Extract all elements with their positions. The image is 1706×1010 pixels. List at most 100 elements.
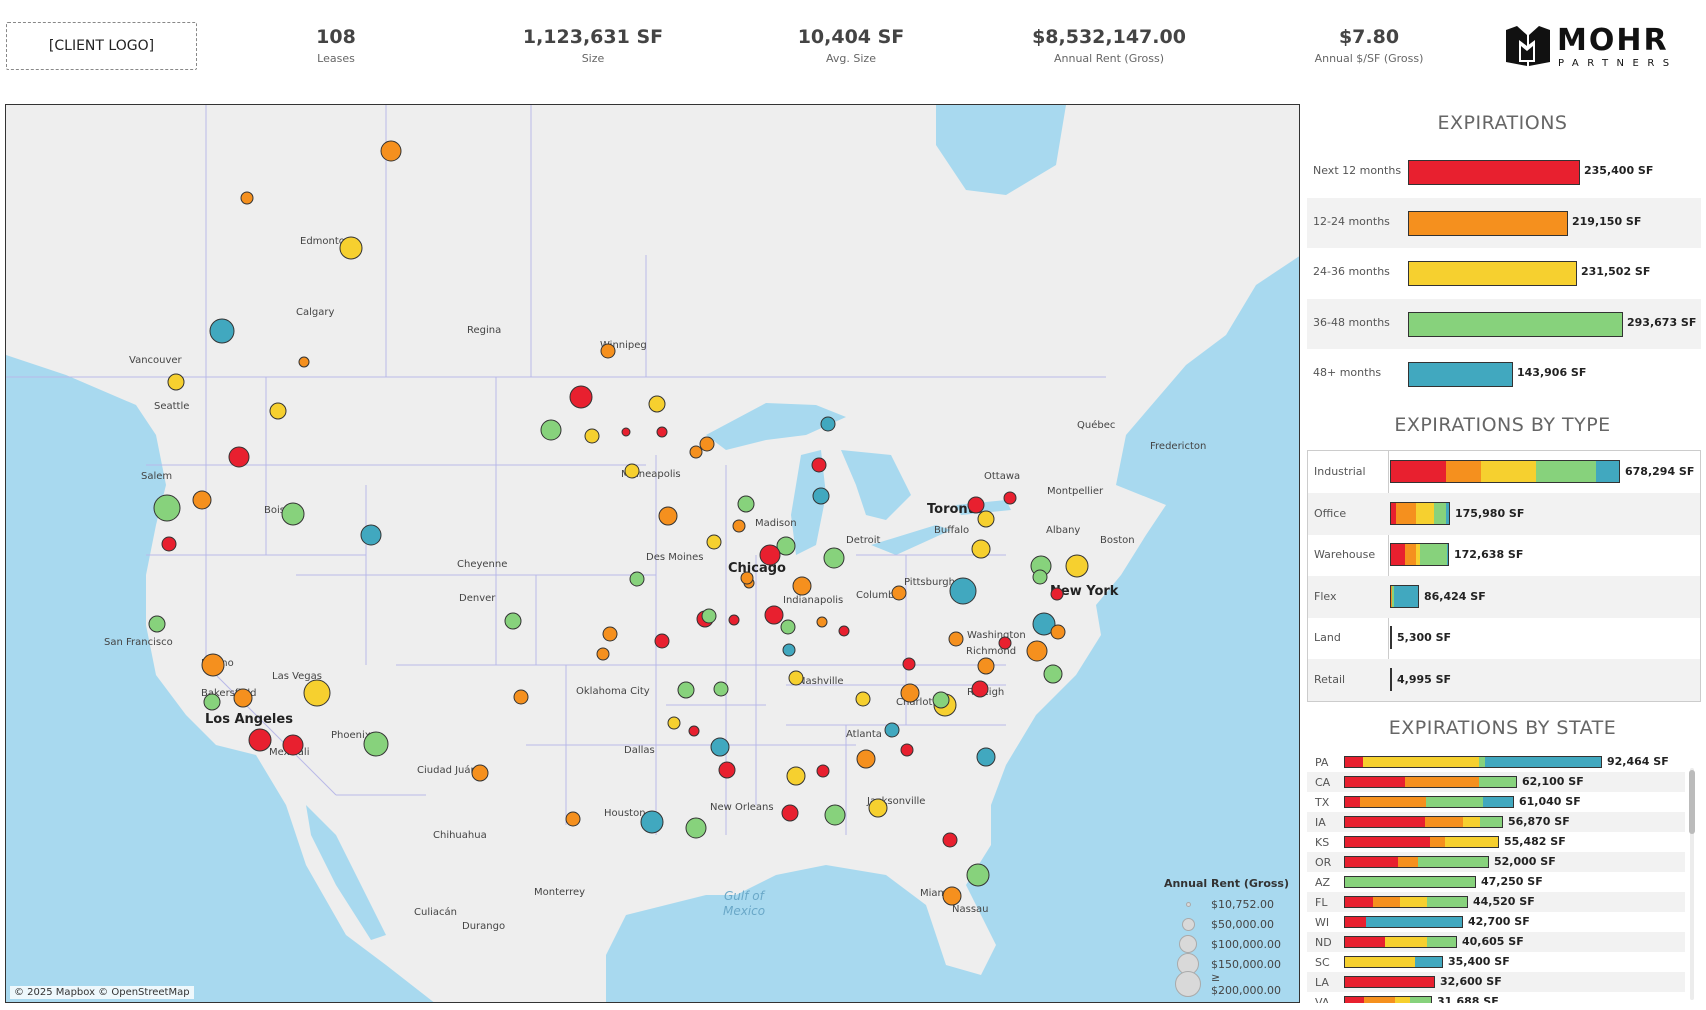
lease-marker[interactable] — [689, 445, 703, 459]
type-row[interactable]: Warehouse 172,638 SF — [1308, 534, 1700, 576]
state-row[interactable]: PA 92,464 SF — [1307, 752, 1685, 772]
type-bar-segment[interactable] — [1394, 585, 1418, 607]
type-bar-segment[interactable] — [1391, 461, 1447, 482]
state-stacked-bar[interactable] — [1344, 856, 1489, 868]
state-bar-segment[interactable] — [1366, 917, 1462, 927]
state-bar-segment[interactable] — [1345, 777, 1405, 787]
state-row[interactable]: AZ 47,250 SF — [1307, 872, 1685, 892]
lease-marker[interactable] — [942, 832, 958, 848]
lease-marker[interactable] — [812, 487, 830, 505]
state-bar-segment[interactable] — [1426, 937, 1456, 947]
state-row[interactable]: VA 31,688 SF — [1307, 992, 1685, 1003]
state-bar-segment[interactable] — [1362, 757, 1480, 767]
lease-marker[interactable] — [776, 536, 796, 556]
lease-marker[interactable] — [855, 691, 871, 707]
lease-marker[interactable] — [737, 495, 755, 513]
lease-marker[interactable] — [811, 457, 827, 473]
map-canvas[interactable]: Edmonton Calgary Regina Winnipeg Vancouv… — [6, 105, 1300, 1003]
state-stacked-bar[interactable] — [1344, 796, 1514, 808]
state-bar-segment[interactable] — [1414, 957, 1442, 967]
lease-marker[interactable] — [824, 804, 846, 826]
state-row[interactable]: ND 40,605 SF — [1307, 932, 1685, 952]
type-bar-segment[interactable] — [1445, 502, 1449, 524]
map-attribution[interactable]: © 2025 Mapbox © OpenStreetMap — [10, 986, 194, 999]
lease-marker[interactable] — [602, 626, 618, 642]
state-bar-segment[interactable] — [1404, 777, 1480, 787]
lease-marker[interactable] — [1032, 612, 1056, 636]
lease-marker[interactable] — [868, 798, 888, 818]
state-stacked-bar[interactable] — [1344, 836, 1499, 848]
state-bar-segment[interactable] — [1427, 897, 1467, 907]
lease-marker[interactable] — [816, 616, 828, 628]
type-row[interactable]: Office 175,980 SF — [1308, 492, 1700, 535]
type-bar-segment[interactable] — [1536, 461, 1597, 482]
type-bar-segment[interactable] — [1416, 502, 1435, 524]
lease-marker[interactable] — [360, 524, 382, 546]
type-stacked-bar[interactable] — [1390, 584, 1419, 608]
lease-marker[interactable] — [471, 764, 489, 782]
type-bar-segment[interactable] — [1391, 585, 1393, 607]
type-bar-segment[interactable] — [1446, 461, 1482, 482]
state-bar-segment[interactable] — [1463, 817, 1480, 827]
lease-marker[interactable] — [728, 614, 740, 626]
expiration-bar[interactable] — [1408, 160, 1580, 185]
lease-marker[interactable] — [203, 693, 221, 711]
state-bar-segment[interactable] — [1345, 997, 1364, 1003]
lease-marker[interactable] — [1043, 664, 1063, 684]
state-stacked-bar[interactable] — [1344, 956, 1443, 968]
lease-marker[interactable] — [718, 761, 736, 779]
expirations-by-state-chart[interactable]: PA 92,464 SF CA 62,100 SF TX 61,040 SF IA 56,87… — [1307, 752, 1701, 1003]
state-bar-segment[interactable] — [1345, 917, 1367, 927]
lease-marker[interactable] — [713, 681, 729, 697]
expiration-bar[interactable] — [1408, 362, 1513, 387]
lease-marker[interactable] — [240, 191, 254, 205]
state-scroll-track[interactable] — [1690, 768, 1694, 1000]
lease-map[interactable]: Edmonton Calgary Regina Winnipeg Vancouv… — [5, 104, 1300, 1003]
state-bar-segment[interactable] — [1345, 797, 1360, 807]
lease-marker[interactable] — [565, 811, 581, 827]
type-bar-segment[interactable] — [1481, 461, 1537, 482]
type-bar-segment[interactable] — [1391, 544, 1405, 566]
state-bar-segment[interactable] — [1345, 937, 1385, 947]
lease-marker[interactable] — [624, 463, 640, 479]
lease-marker[interactable] — [1050, 624, 1066, 640]
state-row[interactable]: WI 42,700 SF — [1307, 912, 1685, 932]
lease-marker[interactable] — [167, 373, 185, 391]
state-bar-segment[interactable] — [1410, 997, 1431, 1003]
lease-marker[interactable] — [209, 318, 235, 344]
lease-marker[interactable] — [701, 608, 717, 624]
lease-marker[interactable] — [1050, 587, 1064, 601]
lease-marker[interactable] — [792, 576, 812, 596]
lease-marker[interactable] — [976, 747, 996, 767]
lease-marker[interactable] — [688, 725, 700, 737]
lease-marker[interactable] — [303, 679, 331, 707]
lease-marker[interactable] — [786, 766, 806, 786]
lease-marker[interactable] — [596, 647, 610, 661]
type-row[interactable]: Flex 86,424 SF — [1308, 575, 1700, 618]
lease-marker[interactable] — [788, 670, 804, 686]
lease-marker[interactable] — [685, 817, 707, 839]
state-bar-segment[interactable] — [1345, 757, 1363, 767]
state-bar-segment[interactable] — [1479, 777, 1516, 787]
lease-marker[interactable] — [942, 886, 962, 906]
lease-marker[interactable] — [966, 863, 990, 887]
type-row[interactable]: Land 5,300 SF — [1308, 617, 1700, 659]
lease-marker[interactable] — [600, 343, 616, 359]
lease-marker[interactable] — [269, 402, 287, 420]
expiration-row[interactable]: 36-48 months 293,673 SF — [1307, 298, 1701, 349]
lease-marker[interactable] — [654, 633, 670, 649]
type-bar-segment[interactable] — [1392, 585, 1395, 607]
state-row[interactable]: CA 62,100 SF — [1307, 772, 1685, 792]
state-row[interactable]: LA 32,600 SF — [1307, 972, 1685, 992]
lease-marker[interactable] — [677, 681, 695, 699]
lease-marker[interactable] — [891, 585, 907, 601]
lease-marker[interactable] — [710, 737, 730, 757]
type-bar-segment[interactable] — [1391, 502, 1396, 524]
lease-marker[interactable] — [380, 140, 402, 162]
lease-markers[interactable] — [148, 140, 1089, 906]
type-bar-segment[interactable] — [1419, 544, 1447, 566]
lease-marker[interactable] — [161, 536, 177, 552]
state-bar-segment[interactable] — [1399, 897, 1428, 907]
type-bar-segment[interactable] — [1446, 544, 1448, 566]
state-bar-segment[interactable] — [1395, 997, 1410, 1003]
